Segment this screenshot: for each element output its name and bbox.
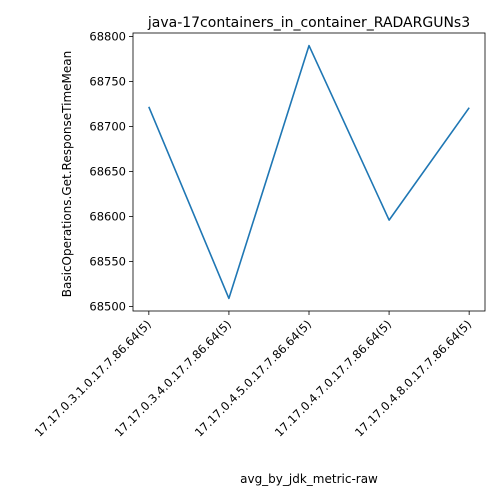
- x-axis-ticks: 17.17.0.3.1.0.17.7.86.64(5)17.17.0.3.4.0…: [32, 311, 474, 440]
- y-tick-label: 68650: [89, 165, 126, 179]
- series-line: [148, 44, 470, 300]
- y-axis-label: BasicOperations.Get.ResponseTimeMean: [60, 51, 74, 297]
- y-tick-label: 68800: [89, 30, 126, 44]
- y-tick-label: 68600: [89, 210, 126, 224]
- y-axis-ticks: 68500 68550 68600 68650 68700 68750 68800: [89, 30, 133, 314]
- y-tick-label: 68700: [89, 120, 126, 134]
- plot-frame: [132, 32, 486, 312]
- y-tick-label: 68750: [89, 75, 126, 89]
- series-layer: [148, 44, 470, 300]
- chart-title: java-17containers_in_container_RADARGUNs…: [147, 15, 470, 31]
- y-tick-label: 68550: [89, 255, 126, 269]
- y-tick-label: 68500: [89, 300, 126, 314]
- x-axis-label: avg_by_jdk_metric-raw: [240, 472, 378, 486]
